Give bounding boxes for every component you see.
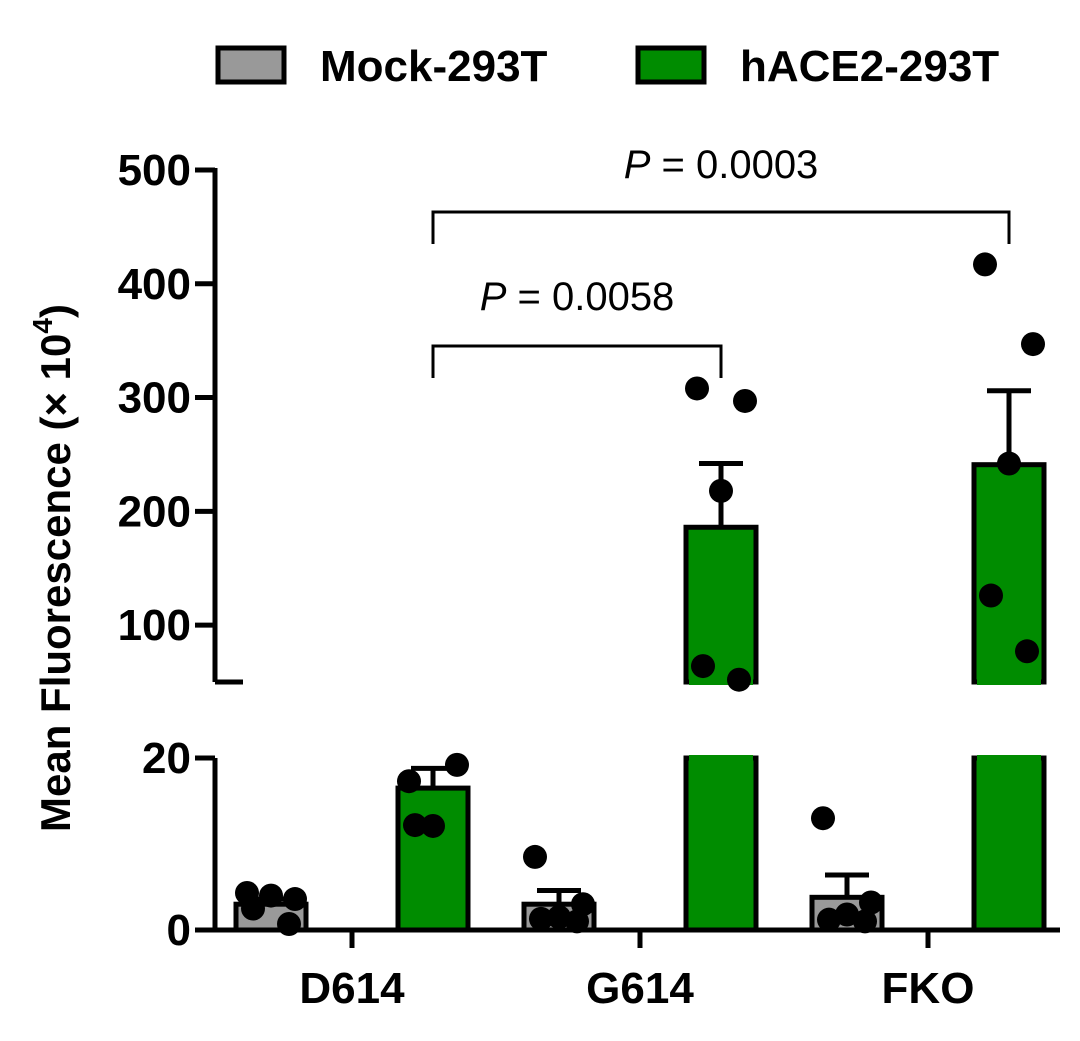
data-point <box>733 388 757 413</box>
p-value-bracket-2: P = 0.0003 <box>431 143 1011 244</box>
y-axis-label: Mean Fluorescence (× 104) <box>27 304 79 832</box>
legend-label: hACE2-293T <box>740 42 999 91</box>
y-axis-label-sup: 4 <box>27 318 58 334</box>
data-point <box>727 667 751 692</box>
x-tick-label-fko: FKO <box>882 964 975 1013</box>
legend: Mock-293T hACE2-293T <box>215 42 999 91</box>
data-point <box>259 883 283 908</box>
data-point <box>691 654 715 679</box>
bar-rect-lower <box>971 755 1047 933</box>
legend-swatch <box>215 45 287 85</box>
bar-hace2-293t-g614 <box>683 461 759 933</box>
data-point <box>523 844 547 869</box>
data-point <box>997 451 1021 476</box>
bracket-line <box>431 344 723 378</box>
data-point <box>547 905 571 930</box>
y-tick-label: 20 <box>142 734 191 783</box>
data-point <box>685 376 709 401</box>
axes: 0 20 100 200 300 400 500 D614 G614 FKO <box>118 146 1060 1013</box>
legend-item-1: Mock-293T <box>215 42 548 91</box>
y-axis-label-close: ) <box>32 304 79 318</box>
data-point <box>1021 332 1045 357</box>
data-point <box>811 806 835 831</box>
bar-hace2-293t-fko <box>971 388 1047 933</box>
p-symbol: P <box>480 275 507 319</box>
bar-rect-lower <box>683 755 759 933</box>
data-point <box>835 902 859 927</box>
data-point <box>709 478 733 503</box>
legend-swatch <box>635 45 707 85</box>
legend-item-2: hACE2-293T <box>635 42 999 91</box>
bars <box>233 388 1047 933</box>
y-axis-label-main: Mean Fluorescence (× 10 <box>32 334 79 832</box>
data-point <box>445 752 469 777</box>
data-point <box>859 890 883 915</box>
data-point <box>397 769 421 794</box>
x-tick-label-d614: D614 <box>299 964 405 1013</box>
x-tick-label-g614: G614 <box>586 964 694 1013</box>
data-point <box>853 909 877 934</box>
p-value-text: = 0.0058 <box>506 275 674 319</box>
p-symbol: P <box>624 143 651 187</box>
data-point <box>529 906 553 931</box>
bracket-line <box>431 210 1011 244</box>
y-tick-label: 500 <box>118 146 191 195</box>
p-value-label: P = 0.0003 <box>624 143 819 187</box>
data-point <box>421 813 445 838</box>
y-tick-label: 0 <box>167 906 191 955</box>
p-value-label: P = 0.0058 <box>480 275 675 319</box>
data-point <box>403 813 427 838</box>
data-points <box>235 252 1045 936</box>
legend-label: Mock-293T <box>320 42 548 91</box>
p-value-bracket-1: P = 0.0058 <box>431 275 723 378</box>
data-point <box>973 252 997 277</box>
data-point <box>979 583 1003 608</box>
data-point <box>277 911 301 936</box>
y-tick-label: 400 <box>118 260 191 309</box>
data-point <box>817 907 841 932</box>
data-point <box>1015 639 1039 664</box>
data-point <box>241 896 265 921</box>
y-tick-label: 100 <box>118 601 191 650</box>
p-value-text: = 0.0003 <box>650 143 818 187</box>
y-tick-label: 300 <box>118 374 191 423</box>
data-point <box>565 909 589 934</box>
bar-hace2-293t-d614 <box>395 765 471 933</box>
y-tick-label: 200 <box>118 487 191 536</box>
data-point <box>283 887 307 912</box>
bar-rect <box>395 785 471 933</box>
